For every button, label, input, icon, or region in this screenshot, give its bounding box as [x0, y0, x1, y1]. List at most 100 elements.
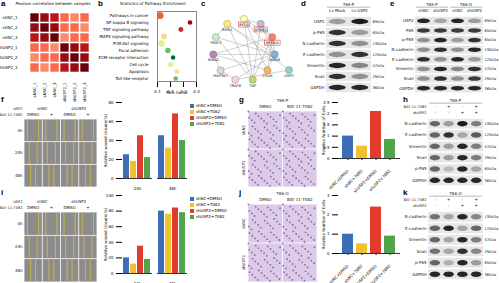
- svg-text:NFKB1: NFKB1: [255, 28, 267, 32]
- svg-text:Cell cycle: Cell cycle: [129, 62, 149, 67]
- svg-text:GAPDH: GAPDH: [310, 85, 324, 90]
- svg-text:+: +: [447, 104, 450, 109]
- svg-text:Rich factor: Rich factor: [166, 90, 188, 95]
- svg-text:E-cadherin: E-cadherin: [303, 52, 325, 57]
- svg-text:57kDa: 57kDa: [485, 238, 497, 242]
- svg-text:shNC: shNC: [37, 199, 48, 204]
- svg-text:48h: 48h: [169, 281, 177, 283]
- svg-text:40: 40: [108, 240, 114, 245]
- svg-text:+: +: [474, 104, 477, 109]
- svg-text:N-cadherin: N-cadherin: [405, 214, 427, 219]
- svg-text:Snail: Snail: [417, 155, 427, 160]
- svg-text:Relative wound closure(%): Relative wound closure(%): [103, 207, 108, 261]
- svg-text:shNC_3: shNC_3: [52, 82, 57, 97]
- svg-text:shUSP2: shUSP2: [467, 8, 482, 13]
- svg-text:shUSP2_3: shUSP2_3: [82, 82, 87, 102]
- svg-text:DMSO: DMSO: [64, 112, 76, 117]
- svg-text:2.5: 2.5: [323, 100, 330, 105]
- svg-text:USP2: USP2: [403, 18, 414, 23]
- svg-text:p-P65: p-P65: [313, 30, 325, 35]
- svg-text:-: -: [434, 104, 436, 109]
- svg-text:1: 1: [327, 133, 330, 138]
- svg-text:BAY 11-7082: BAY 11-7082: [287, 104, 313, 109]
- svg-text:shNC: shNC: [418, 8, 429, 13]
- svg-text:65kDa: 65kDa: [485, 38, 497, 42]
- svg-text:shUSP2: shUSP2: [71, 106, 86, 111]
- svg-text:BAY 11-7082: BAY 11-7082: [0, 206, 23, 210]
- svg-text:769-P: 769-P: [450, 98, 462, 103]
- svg-text:130kDa: 130kDa: [373, 42, 387, 46]
- svg-text:NF-kappa B signaling: NF-kappa B signaling: [106, 20, 149, 25]
- svg-text:65kDa: 65kDa: [485, 167, 497, 171]
- svg-text:BAY 11-7082: BAY 11-7082: [0, 113, 23, 117]
- svg-text:BAY 11-7082: BAY 11-7082: [287, 197, 313, 202]
- svg-text:786-O: 786-O: [460, 2, 472, 7]
- svg-text:65kDa: 65kDa: [485, 29, 497, 33]
- svg-text:80: 80: [108, 208, 114, 213]
- svg-text:BAY 11-7082: BAY 11-7082: [404, 198, 427, 202]
- svg-text:DMSO: DMSO: [259, 197, 271, 202]
- svg-text:N-cadherin: N-cadherin: [405, 121, 427, 126]
- svg-text:USP2: USP2: [314, 19, 325, 24]
- svg-text:RELA: RELA: [239, 23, 249, 27]
- svg-text:shUSP2+7082: shUSP2+7082: [368, 168, 392, 192]
- svg-text:-: -: [448, 203, 450, 208]
- svg-text:GAPDH: GAPDH: [412, 272, 426, 277]
- svg-text:+: +: [50, 112, 53, 117]
- svg-text:24h: 24h: [134, 281, 142, 283]
- svg-text:PI3K-Akt signaling: PI3K-Akt signaling: [113, 41, 149, 46]
- svg-text:p-P65: p-P65: [415, 166, 427, 171]
- svg-text:p-P65: p-P65: [402, 37, 414, 42]
- svg-text:shNC_2: shNC_2: [42, 82, 47, 97]
- svg-text:+: +: [461, 203, 464, 208]
- svg-text:0: 0: [111, 271, 114, 276]
- svg-text:Vimentin: Vimentin: [409, 144, 427, 149]
- svg-text:100: 100: [106, 193, 114, 198]
- svg-text:shNC_1: shNC_1: [32, 82, 37, 97]
- svg-text:Toll-like receptor: Toll-like receptor: [115, 76, 149, 81]
- svg-text:shUSP2: shUSP2: [241, 160, 246, 175]
- svg-text:shNC: shNC: [241, 218, 246, 229]
- svg-text:2: 2: [327, 212, 330, 217]
- svg-text:-: -: [434, 197, 436, 202]
- svg-text:0h: 0h: [17, 221, 23, 226]
- svg-text:shNC: shNC: [452, 8, 463, 13]
- svg-text:80: 80: [108, 100, 114, 105]
- svg-text:Focal adhesion: Focal adhesion: [119, 48, 149, 53]
- svg-text:TRAF2: TRAF2: [209, 41, 221, 45]
- svg-text:+: +: [50, 205, 53, 210]
- svg-text:-: -: [434, 203, 436, 208]
- svg-text:shUSP2: shUSP2: [71, 199, 86, 204]
- svg-text:MAPK signaling pathway: MAPK signaling pathway: [100, 34, 150, 39]
- svg-text:29kDa: 29kDa: [485, 250, 497, 254]
- svg-text:N-cadherin: N-cadherin: [303, 41, 325, 46]
- svg-text:+: +: [86, 112, 89, 117]
- svg-text:DMSO: DMSO: [27, 112, 39, 117]
- svg-text:Snail: Snail: [315, 74, 325, 79]
- svg-text:125kDa: 125kDa: [373, 53, 387, 57]
- svg-text:USP2: USP2: [13, 107, 22, 111]
- svg-text:36kDa: 36kDa: [485, 87, 497, 91]
- svg-text:+: +: [447, 197, 450, 202]
- svg-text:29kDa: 29kDa: [373, 75, 385, 79]
- svg-text:CHUK: CHUK: [262, 74, 273, 78]
- svg-text:130kDa: 130kDa: [485, 48, 499, 52]
- svg-text:DMSO: DMSO: [259, 104, 271, 109]
- svg-text:shUSP2_1: shUSP2_1: [0, 45, 18, 50]
- svg-text:24h: 24h: [15, 150, 23, 155]
- svg-text:+: +: [474, 197, 477, 202]
- svg-text:769-P: 769-P: [343, 2, 355, 7]
- svg-text:-: -: [462, 104, 464, 109]
- svg-text:57kDa: 57kDa: [373, 64, 385, 68]
- svg-text:0h: 0h: [17, 128, 23, 133]
- svg-text:24h: 24h: [15, 244, 23, 249]
- svg-text:65kDa: 65kDa: [485, 261, 497, 265]
- svg-text:36kDa: 36kDa: [485, 179, 497, 183]
- svg-text:TRAF6: TRAF6: [229, 84, 242, 88]
- svg-text:57kDa: 57kDa: [485, 67, 497, 71]
- svg-text:BAY 11-7082: BAY 11-7082: [404, 105, 427, 109]
- svg-text:2: 2: [327, 111, 330, 116]
- svg-text:48h: 48h: [15, 268, 23, 273]
- svg-text:E-cadherin: E-cadherin: [392, 57, 414, 62]
- svg-text:40: 40: [108, 138, 114, 143]
